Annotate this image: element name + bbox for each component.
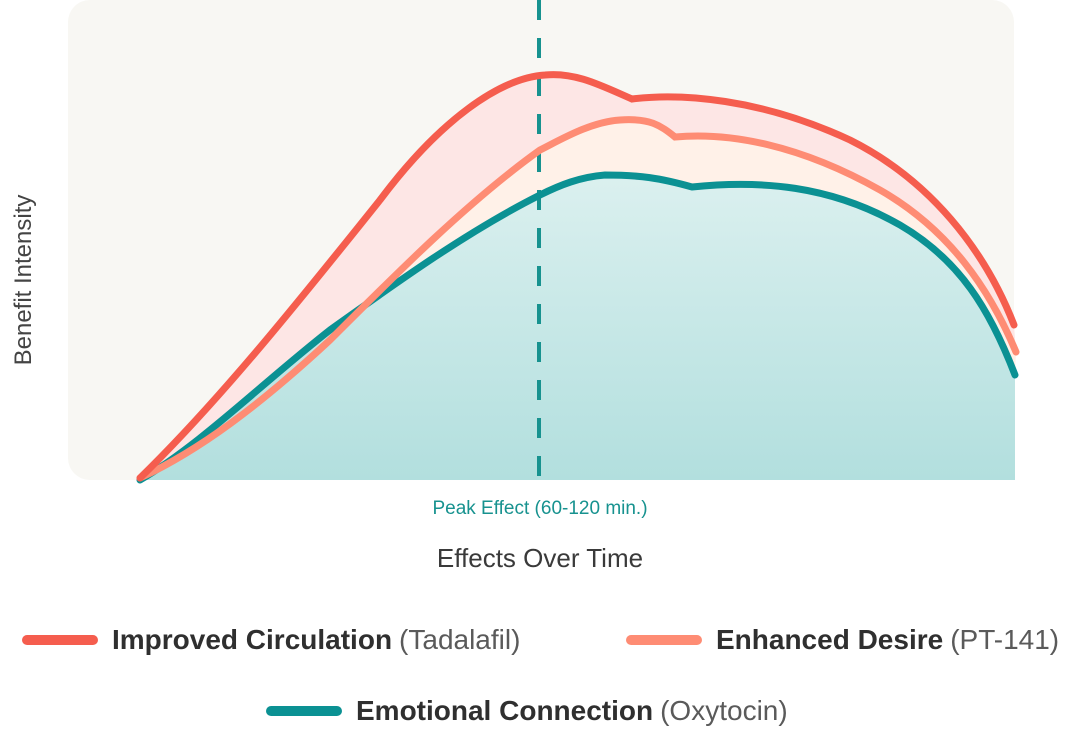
- y-axis-label: Benefit Intensity: [10, 194, 37, 366]
- legend-label: Enhanced Desire: [716, 624, 944, 655]
- legend-item-desire: Enhanced Desire (PT-141): [626, 624, 1059, 656]
- connection-line: [136, 171, 1019, 484]
- connection-swatch-icon: [266, 706, 342, 716]
- x-axis-label: Effects Over Time: [436, 543, 644, 573]
- desire-swatch-icon: [626, 635, 702, 645]
- peak-effect-label: Peak Effect (60-120 min.): [432, 498, 648, 519]
- legend-label: Emotional Connection: [356, 695, 654, 726]
- legend-sublabel: (Tadalafil): [399, 624, 521, 655]
- desire-line: [136, 116, 1020, 482]
- circulation-line: [136, 71, 1018, 482]
- legend-sublabel: (PT-141): [950, 624, 1060, 655]
- legend-item-circulation: Improved Circulation (Tadalafil): [22, 624, 520, 656]
- legend-sublabel: (Oxytocin): [660, 695, 788, 726]
- circulation-swatch-icon: [22, 635, 98, 645]
- legend-item-connection: Emotional Connection (Oxytocin): [266, 695, 788, 727]
- connection-area-fill: [140, 175, 1015, 480]
- legend-label: Improved Circulation: [112, 624, 393, 655]
